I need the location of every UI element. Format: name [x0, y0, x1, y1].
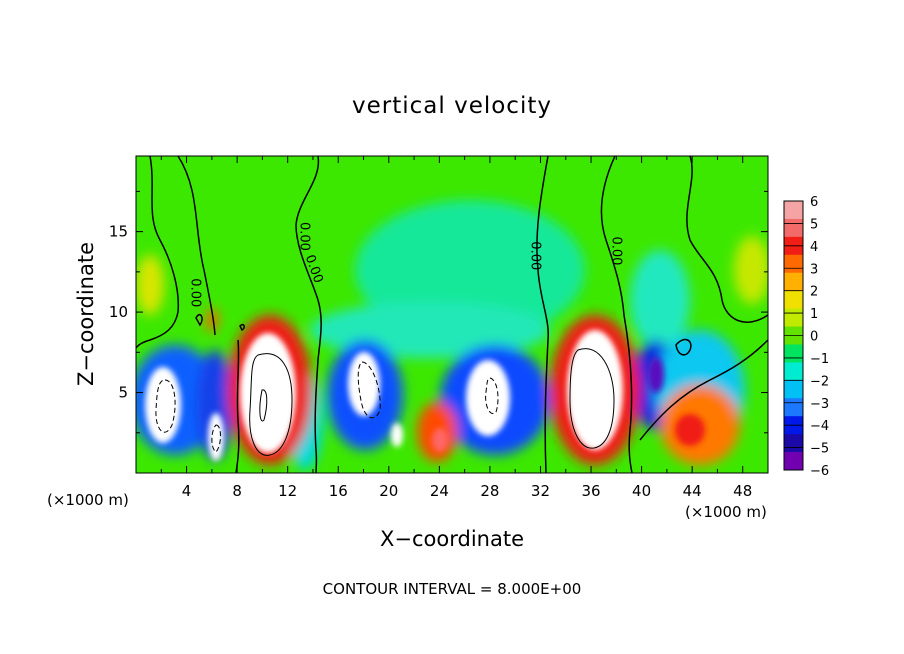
plot-frame — [135, 155, 769, 474]
contour-line — [569, 348, 615, 449]
contour-line — [675, 338, 692, 356]
contour-line — [239, 323, 245, 332]
colorbar-tick-label: 3 — [810, 262, 818, 277]
contour-interval-footer: CONTOUR INTERVAL = 8.000E+00 — [323, 580, 582, 598]
colorbar: 6 5 4 3 2 1 0 −1 −2 −3 −4 −5 −6 — [783, 195, 829, 479]
contour-line — [249, 353, 293, 456]
core-downdraft-mid-2 — [466, 360, 510, 436]
contour-label: 0.00 — [609, 236, 624, 265]
chart-title: vertical velocity — [352, 93, 552, 119]
contour-line — [357, 361, 381, 419]
colorbar-swatch — [784, 398, 803, 417]
core-updraft-24km — [432, 428, 448, 452]
region-updraft-small — [206, 308, 218, 332]
colorbar-swatch — [784, 452, 803, 471]
colorbar-swatch — [784, 254, 803, 274]
downdraft-contours — [155, 361, 499, 453]
colorbar-swatch — [784, 218, 803, 238]
colorbar-swatch — [784, 434, 803, 453]
core-downdraft-mid — [348, 352, 380, 416]
y-axis-label: Z−coordinate — [74, 242, 98, 386]
core-updraft-12km — [240, 333, 296, 453]
x-tick-label: 40 — [632, 482, 651, 500]
x-tick-label: 44 — [683, 482, 702, 500]
core-updraft-36km — [567, 330, 623, 450]
y-axis: 5 10 15 — [109, 190, 768, 434]
colorbar-swatch — [784, 290, 803, 310]
colorbar-swatch — [784, 380, 803, 399]
colorbar-tick-label: −4 — [810, 419, 829, 434]
contour-line — [639, 339, 768, 441]
contour-line — [536, 156, 549, 473]
x-tick-label: 4 — [182, 482, 192, 500]
x-axis-label: X−coordinate — [380, 527, 524, 551]
colorbar-tick-label: −1 — [810, 352, 829, 367]
colorbar-tick-label: 2 — [810, 285, 818, 300]
x-tick-label: 32 — [531, 482, 550, 500]
core-downdraft-left — [145, 367, 181, 443]
region-downdraft-left-2 — [197, 350, 233, 460]
colorbar-tick-label: 4 — [810, 240, 818, 255]
x-tick-label: 8 — [232, 482, 242, 500]
x-tick-label: 36 — [581, 482, 600, 500]
colorbar-tick-label: −2 — [810, 374, 829, 389]
x-tick-label: 28 — [480, 482, 499, 500]
updraft-contours — [249, 348, 615, 456]
y-tick-label: 5 — [118, 384, 128, 402]
colorbar-tick-label: −6 — [810, 464, 829, 479]
region-weak-updraft-right — [734, 236, 768, 304]
x-unit-right: (×1000 m) — [685, 503, 767, 521]
core-downdraft-mid-small — [391, 423, 403, 447]
contour-line — [235, 339, 240, 473]
colorbar-tick-label: 6 — [810, 195, 818, 210]
contour-line — [295, 156, 322, 473]
colorbar-swatch — [784, 272, 803, 292]
contour-label: 0.00 — [296, 222, 311, 251]
x-tick-label: 48 — [733, 482, 752, 500]
contour-line — [211, 424, 221, 453]
colorbar-swatch — [784, 308, 803, 328]
colorbar-tick-label: 1 — [810, 307, 818, 322]
region-cyan-right — [630, 250, 690, 350]
core-updraft-44km — [675, 414, 705, 446]
x-unit-left: (×1000 m) — [47, 491, 129, 509]
core-downdraft-left-2 — [208, 413, 224, 461]
colorbar-tick-label: −3 — [810, 397, 829, 412]
core-downdraft-right — [648, 357, 664, 393]
contour-line — [259, 389, 268, 422]
contour-line — [177, 156, 216, 336]
zero-contours — [136, 156, 768, 473]
contour-labels: 0.000.000.000.00 0.00 — [188, 222, 624, 307]
x-tick-label: 12 — [278, 482, 297, 500]
y-tick-label: 15 — [109, 223, 128, 241]
contour-line — [155, 379, 176, 433]
contour-line — [600, 156, 633, 473]
heatmap-field — [136, 156, 768, 473]
contour-label: 0.00 — [528, 241, 543, 270]
contour-line — [195, 313, 203, 327]
colorbar-tick-label: −5 — [810, 442, 829, 457]
contour-line — [485, 377, 499, 414]
x-axis: 4 8 12 16 20 24 28 32 36 40 44 48 — [160, 156, 752, 500]
colorbar-tick-label: 0 — [810, 330, 818, 345]
y-tick-label: 10 — [109, 303, 128, 321]
colorbar-swatch — [784, 362, 803, 381]
colorbar-tick-label: 5 — [810, 217, 818, 232]
contour-line — [136, 156, 180, 349]
region-weak-updraft-left — [136, 255, 164, 315]
x-tick-label: 20 — [379, 482, 398, 500]
contour-label: 0.00 — [188, 278, 203, 307]
x-tick-label: 16 — [329, 482, 348, 500]
x-tick-label: 24 — [430, 482, 449, 500]
colorbar-swatch — [784, 201, 803, 220]
colorbar-swatch — [784, 344, 803, 363]
contour-line — [686, 156, 768, 323]
